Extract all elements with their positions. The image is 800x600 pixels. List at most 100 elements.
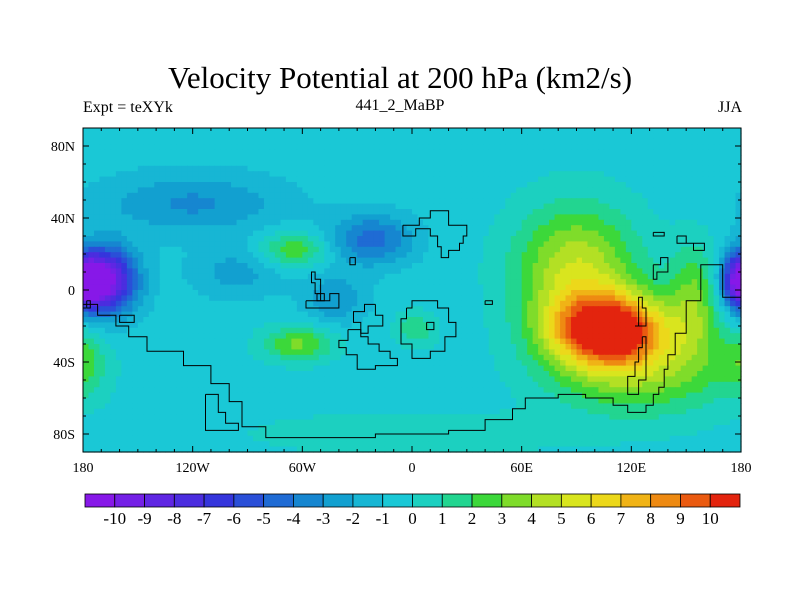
contour-cell bbox=[99, 284, 106, 291]
contour-cell bbox=[115, 306, 122, 313]
contour-cell bbox=[296, 209, 303, 215]
contour-cell bbox=[280, 241, 287, 248]
contour-cell bbox=[691, 187, 698, 194]
contour-cell bbox=[296, 144, 303, 151]
contour-cell bbox=[576, 317, 583, 323]
contour-cell bbox=[126, 133, 133, 140]
contour-cell bbox=[214, 241, 221, 248]
contour-cell bbox=[318, 128, 325, 134]
contour-cell bbox=[560, 187, 567, 194]
contour-cell bbox=[324, 236, 331, 242]
contour-cell bbox=[543, 203, 550, 210]
contour-cell bbox=[532, 327, 539, 334]
contour-cell bbox=[176, 214, 183, 221]
contour-cell bbox=[373, 176, 380, 183]
contour-cell bbox=[669, 241, 676, 248]
contour-cell bbox=[132, 182, 139, 188]
contour-cell bbox=[527, 344, 534, 350]
contour-cell bbox=[576, 333, 583, 340]
contour-cell bbox=[466, 209, 473, 215]
contour-cell bbox=[368, 176, 375, 183]
contour-cell bbox=[702, 230, 709, 237]
contour-cell bbox=[686, 333, 693, 340]
contour-cell bbox=[455, 257, 462, 264]
contour-cell bbox=[636, 198, 643, 205]
contour-cell bbox=[412, 257, 419, 264]
contour-cell bbox=[280, 149, 287, 156]
contour-cell bbox=[592, 252, 600, 259]
contour-cell bbox=[581, 333, 589, 340]
contour-cell bbox=[126, 257, 133, 264]
contour-cell bbox=[636, 327, 643, 334]
contour-cell bbox=[406, 155, 413, 161]
contour-cell bbox=[614, 149, 621, 156]
contour-cell bbox=[505, 225, 512, 232]
contour-cell bbox=[516, 128, 523, 134]
contour-cell bbox=[115, 128, 122, 134]
contour-cell bbox=[137, 133, 144, 140]
contour-cell bbox=[680, 149, 687, 156]
contour-cell bbox=[527, 155, 534, 161]
contour-cell bbox=[554, 257, 561, 264]
contour-cell bbox=[379, 236, 386, 242]
contour-cell bbox=[412, 133, 419, 140]
contour-cell bbox=[126, 252, 133, 259]
contour-cell bbox=[340, 338, 347, 345]
contour-cell bbox=[647, 338, 654, 345]
contour-cell bbox=[291, 171, 298, 178]
contour-cell bbox=[236, 333, 243, 340]
contour-cell bbox=[242, 300, 249, 307]
contour-cell bbox=[686, 209, 693, 215]
contour-cell bbox=[472, 219, 479, 226]
contour-cell bbox=[225, 187, 232, 194]
contour-cell bbox=[735, 219, 742, 226]
contour-cell bbox=[296, 263, 303, 269]
contour-cell bbox=[313, 295, 320, 302]
contour-cell bbox=[658, 230, 665, 237]
contour-cell bbox=[302, 295, 309, 302]
contour-cell bbox=[428, 133, 435, 140]
contour-cell bbox=[653, 165, 660, 172]
contour-cell bbox=[680, 203, 687, 210]
contour-cell bbox=[538, 317, 545, 323]
contour-cell bbox=[236, 128, 243, 134]
contour-cell bbox=[560, 263, 567, 269]
contour-cell bbox=[242, 128, 249, 134]
contour-cell bbox=[313, 198, 320, 205]
contour-cell bbox=[220, 171, 227, 178]
contour-cell bbox=[170, 149, 177, 156]
contour-cell bbox=[527, 317, 534, 323]
contour-cell bbox=[532, 295, 539, 302]
contour-cell bbox=[274, 290, 281, 296]
contour-cell bbox=[269, 171, 276, 178]
contour-cell bbox=[390, 133, 397, 140]
contour-cell bbox=[609, 236, 616, 242]
contour-cell bbox=[543, 306, 550, 313]
contour-cell bbox=[691, 295, 698, 302]
contour-cell bbox=[231, 230, 238, 237]
contour-cell bbox=[603, 295, 610, 302]
contour-cell bbox=[636, 192, 643, 199]
contour-cell bbox=[516, 295, 523, 302]
contour-cell bbox=[658, 203, 665, 210]
contour-cell bbox=[422, 322, 430, 329]
contour-cell bbox=[620, 214, 627, 221]
contour-cell bbox=[214, 338, 221, 345]
contour-cell bbox=[225, 225, 232, 232]
contour-cell bbox=[631, 209, 638, 215]
contour-cell bbox=[390, 322, 397, 329]
contour-cell bbox=[494, 182, 501, 188]
contour-cell bbox=[499, 149, 506, 156]
contour-cell bbox=[439, 225, 446, 232]
contour-cell bbox=[187, 144, 194, 151]
contour-cell bbox=[422, 187, 430, 194]
contour-cell bbox=[614, 327, 621, 334]
contour-cell bbox=[433, 333, 441, 340]
contour-cell bbox=[450, 338, 457, 345]
contour-cell bbox=[335, 349, 342, 356]
contour-cell bbox=[406, 133, 413, 140]
contour-cell bbox=[181, 128, 188, 134]
contour-cell bbox=[735, 176, 742, 183]
contour-cell bbox=[274, 338, 281, 345]
contour-cell bbox=[126, 333, 133, 340]
